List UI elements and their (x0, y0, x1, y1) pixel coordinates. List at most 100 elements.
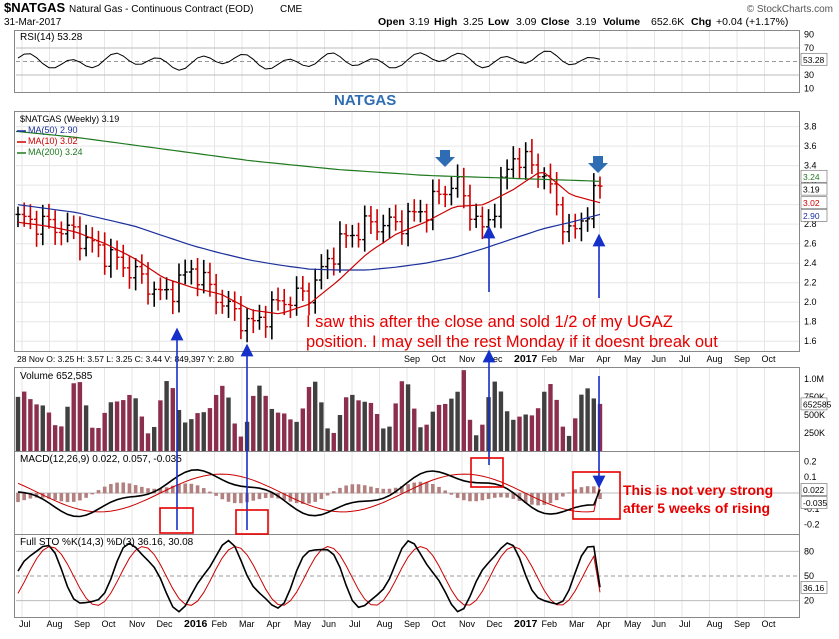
price-bar (188, 259, 194, 285)
price-bar (232, 291, 238, 321)
macd-annotation-line2: after 5 weeks of rising (623, 500, 770, 516)
macd-histogram-bar (301, 493, 305, 504)
price-bar (275, 287, 281, 311)
macd-histogram-bar (71, 493, 76, 502)
macd-box-now (572, 471, 621, 520)
rsi-tick: 70 (804, 43, 814, 53)
volume-bar (554, 399, 559, 451)
volume-bar (275, 412, 281, 451)
volume-value-tag: 652585 (800, 397, 832, 411)
macd-histogram-bar (220, 493, 225, 500)
macd-histogram-bar (170, 485, 175, 494)
price-tick: 1.6 (804, 336, 817, 346)
volume-bar (424, 424, 429, 451)
x-axis-label: Jun (652, 354, 667, 364)
volume-bar (152, 426, 157, 451)
volume-bar (430, 411, 436, 451)
volume-bar (455, 391, 460, 451)
volume-bar (597, 403, 603, 451)
x-axis-label: 2017 (514, 618, 538, 630)
volume-bar (300, 408, 306, 451)
macd-histogram-bar (53, 493, 57, 500)
macd-histogram-bar (437, 486, 441, 494)
rsi-tick: 10 (804, 84, 814, 94)
x-axis-label: Sep (734, 619, 750, 629)
volume-bar (40, 405, 45, 451)
x-axis-label: Dec (487, 619, 504, 629)
macd-histogram-bar (102, 486, 107, 494)
price-bar (157, 277, 163, 301)
ma200-value-tag: 3.24 (800, 169, 828, 183)
macd-histogram-bar (47, 493, 51, 499)
macd-histogram-bar (505, 493, 509, 498)
macd-histogram-bar (127, 483, 132, 494)
price-bar (27, 204, 33, 230)
price-bar (504, 159, 510, 190)
x-axis-label: Jul (19, 619, 31, 629)
macd-histogram-bar (455, 493, 460, 498)
volume-bar (108, 402, 114, 451)
x-axis-label: Feb (542, 619, 558, 629)
x-axis-label: 2017 (514, 353, 538, 365)
macd-histogram-bar (84, 493, 88, 498)
volume-tick: 500K (804, 410, 825, 420)
macd-histogram-bar (319, 493, 324, 500)
price-bar (374, 209, 380, 241)
price-bar (343, 224, 349, 248)
ma200-value-tag-text: 3.24 (803, 172, 820, 182)
x-axis-label: Nov (459, 354, 476, 364)
macd-histogram-bar (78, 493, 82, 501)
price-bar (517, 147, 523, 180)
price-bar (269, 291, 275, 340)
volume-bar (201, 412, 206, 451)
price-bar (294, 276, 300, 316)
volume-bar (418, 427, 423, 451)
volume-bar (251, 395, 256, 451)
ma10-value-tag-box (800, 196, 828, 210)
price-bar (554, 172, 560, 216)
price-bar (312, 268, 318, 314)
open-value: 3.19 (409, 16, 430, 28)
macd-histogram-bar (548, 493, 553, 504)
volume-bar (71, 383, 76, 451)
macd-histogram-bar (239, 493, 243, 504)
macd-histogram-bar (90, 493, 95, 495)
x-axis-label: Jul (679, 619, 691, 629)
legend-ma10: MA(10) 3.02 (28, 136, 78, 146)
volume-tick: 750K (804, 392, 825, 402)
macd-histogram-bar (492, 493, 497, 498)
macd-histogram-bar (28, 493, 33, 499)
macd-histogram-bar (146, 488, 150, 494)
volume-bar (114, 401, 120, 451)
price-bar (207, 262, 213, 297)
chg-value: +0.04 (+1.17%) (716, 16, 788, 28)
price-value-tag-box (800, 182, 828, 196)
price-bar (306, 282, 312, 316)
chart-date: 31-Mar-2017 (4, 17, 62, 28)
volume-bar (77, 382, 83, 451)
volume-label: Volume 652,585 (20, 371, 93, 382)
volume-bar (164, 381, 169, 451)
volume-bar (269, 408, 275, 451)
macd-histogram-bar (573, 489, 578, 494)
volume-bar (96, 428, 101, 451)
ma200-line (17, 130, 601, 182)
price-bar (318, 254, 324, 290)
volume-bar (15, 396, 21, 451)
macd-tick: 0.2 (804, 456, 817, 466)
price-bar (393, 204, 399, 231)
macd-histogram-bar (282, 493, 287, 500)
volume-bar (467, 419, 473, 451)
volume-bar (399, 381, 405, 451)
volume-bar (374, 413, 380, 451)
volume-bar (306, 386, 312, 451)
down-arrow-icon (435, 150, 455, 167)
price-bar (560, 196, 566, 245)
price-bar (145, 262, 151, 305)
macd-hist-value-tag-text: -0.035 (803, 498, 827, 508)
macd-histogram-bar (257, 493, 262, 500)
x-axis-label: Aug (377, 619, 393, 629)
volume-bar (220, 385, 225, 451)
price-bar (529, 139, 535, 174)
price-bar (139, 254, 145, 284)
